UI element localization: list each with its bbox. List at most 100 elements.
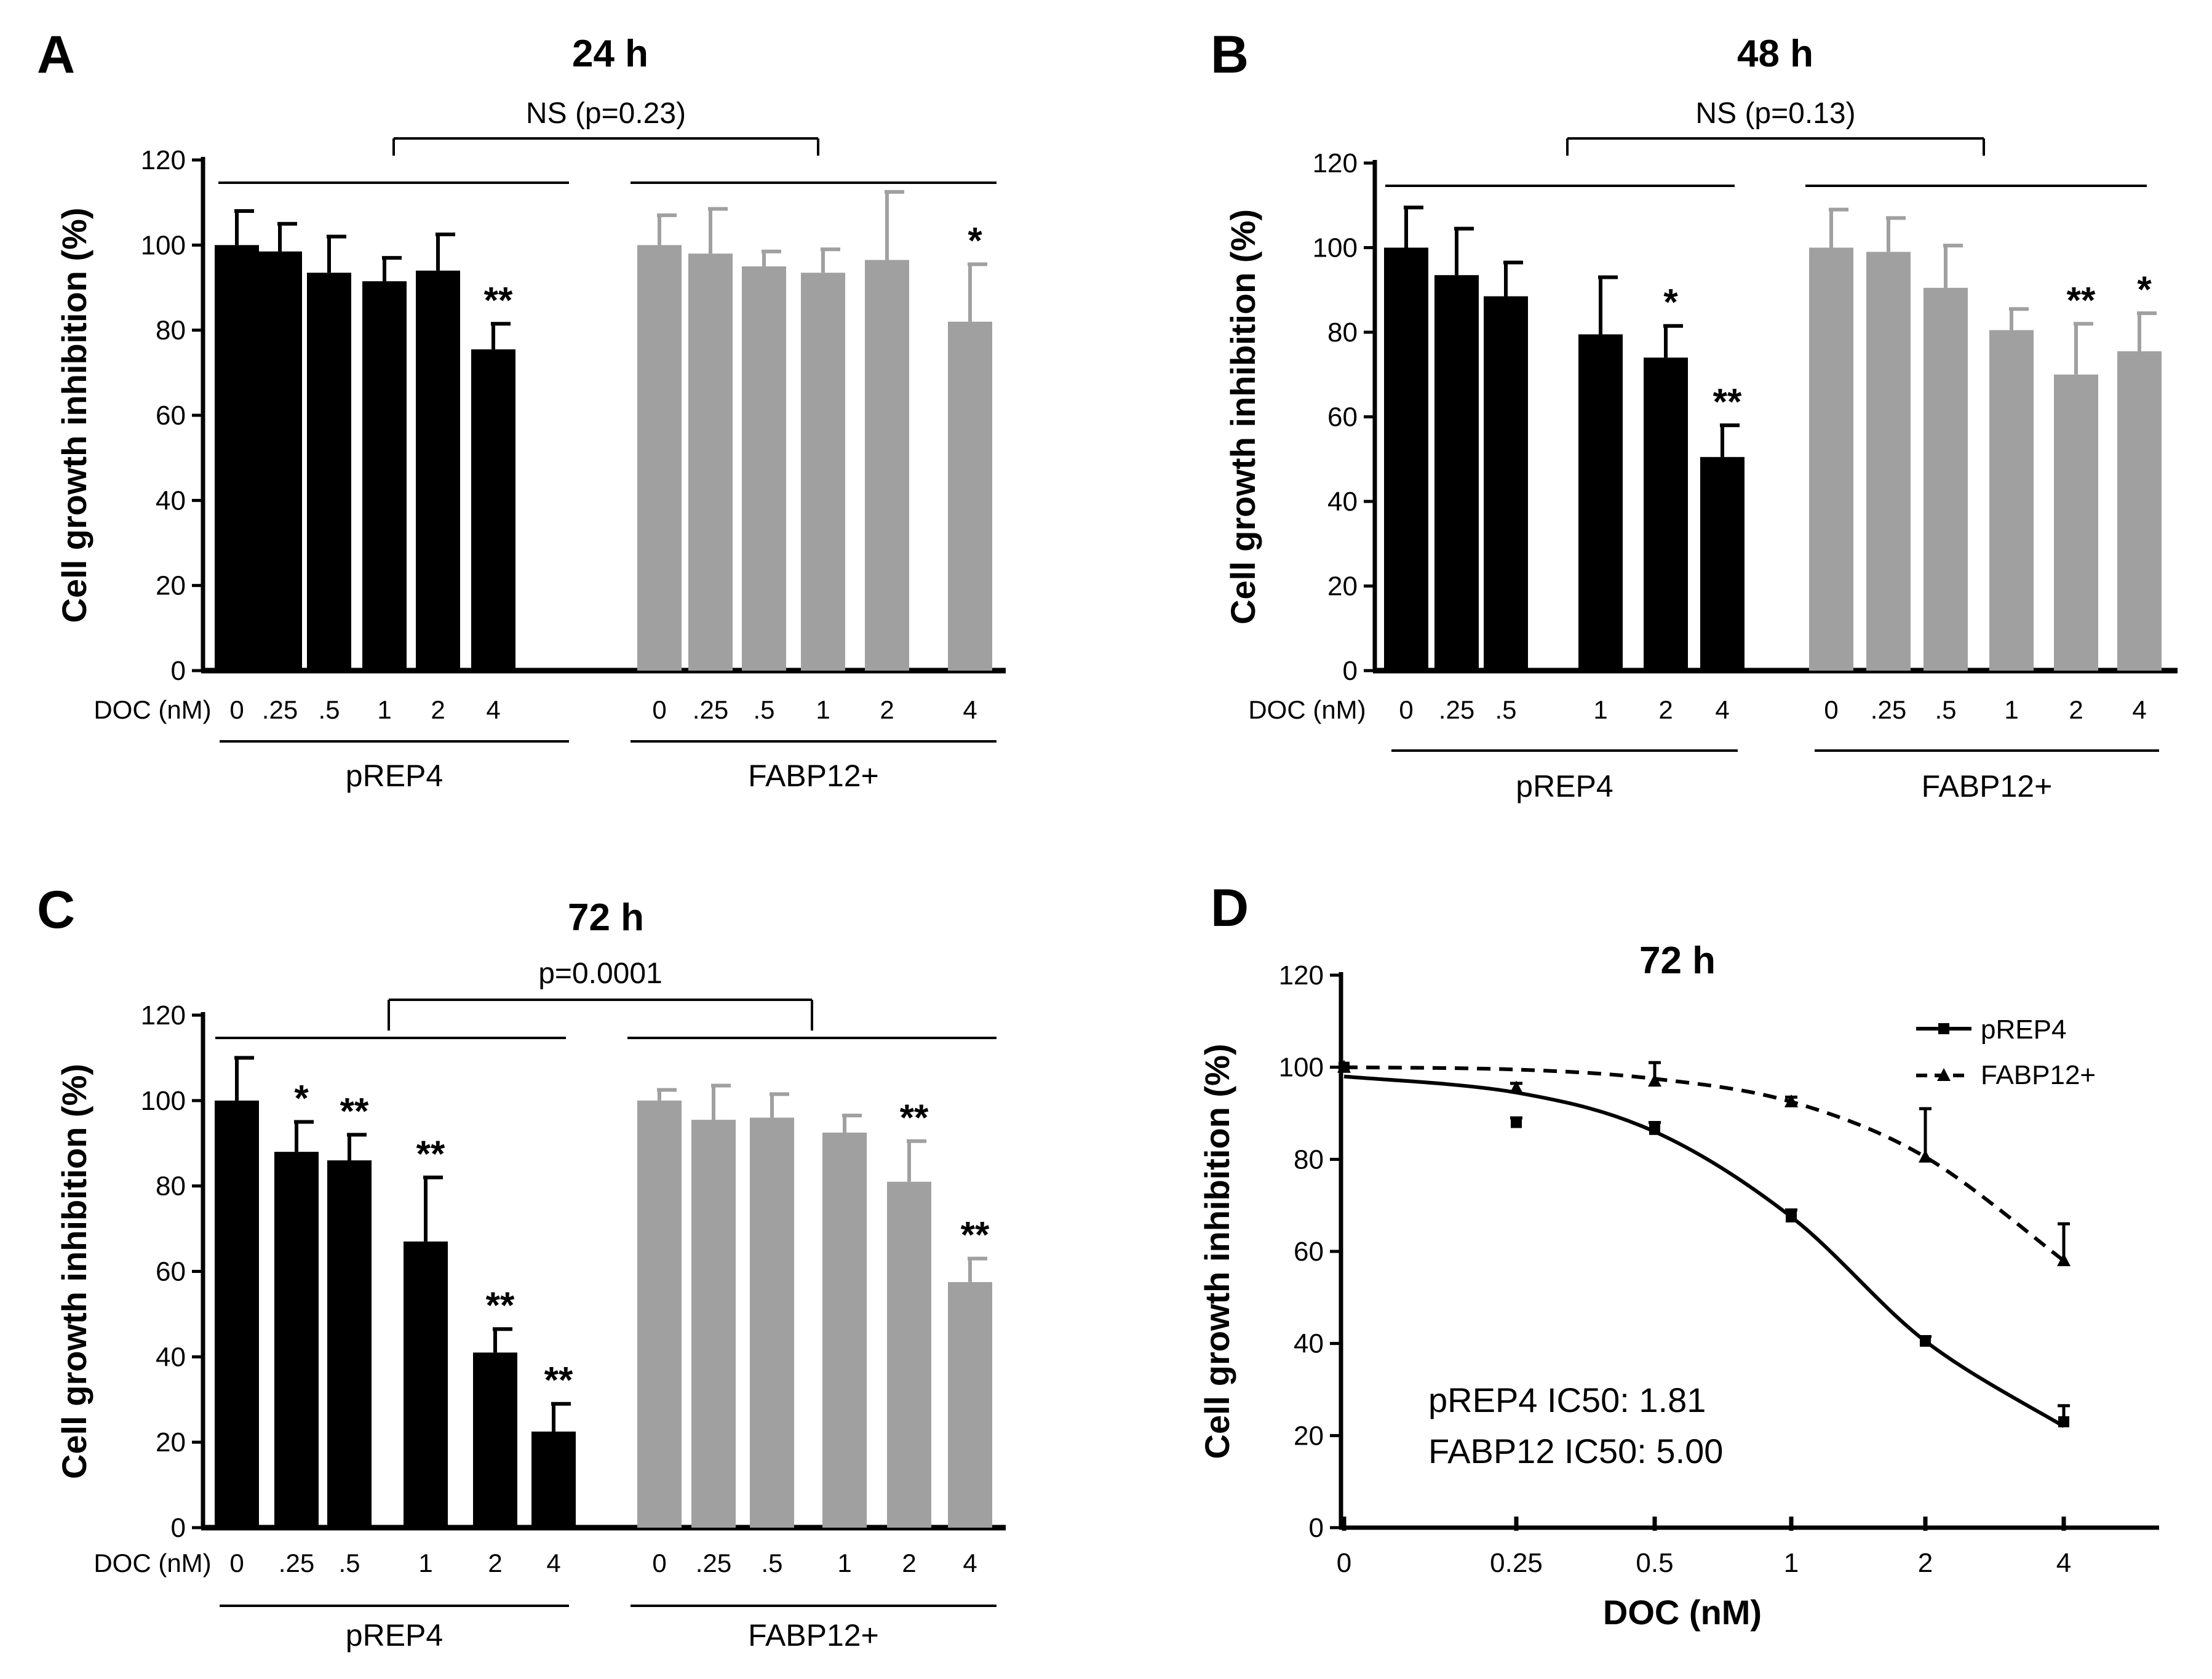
y-tick-label: 20 — [156, 1427, 186, 1458]
point-prep4-5 — [2058, 1416, 2069, 1427]
y-tick-label: 60 — [1327, 402, 1358, 433]
y-tick-label: 60 — [156, 1257, 186, 1287]
x-tick-label: 4 — [2056, 1548, 2071, 1578]
dose-label: DOC (nM) — [1248, 695, 1366, 724]
y-tick-label: 0 — [171, 1513, 186, 1543]
bar-fabp12-5 — [948, 321, 992, 671]
category-label: 2 — [2069, 695, 2083, 724]
panel-letter: C — [37, 880, 75, 939]
category-label: 2 — [902, 1549, 916, 1577]
group-label: FABP12+ — [1922, 769, 2053, 804]
bar-prep4-2 — [1484, 296, 1528, 671]
significance-mark: ** — [484, 279, 513, 321]
x-tick-label: 2 — [1918, 1548, 1933, 1578]
y-axis-label: Cell growth inhibition (%) — [1198, 1043, 1236, 1459]
y-tick-label: 40 — [156, 1342, 186, 1372]
y-tick-label: 60 — [156, 401, 186, 431]
chart-title: 24 h — [572, 33, 648, 75]
category-label: .5 — [753, 695, 774, 724]
y-axis-label: Cell growth inhibition (%) — [55, 207, 93, 623]
category-label: 1 — [2004, 695, 2018, 724]
category-label: .25 — [696, 1549, 731, 1577]
significance-mark: ** — [340, 1090, 369, 1131]
significance-mark: ** — [544, 1360, 573, 1401]
point-prep4-3 — [1786, 1211, 1797, 1222]
x-tick-label: 0 — [1337, 1548, 1351, 1578]
fit-curve-fabp12 — [1343, 1065, 2065, 1262]
legend-marker-fabp12 — [1937, 1068, 1951, 1081]
category-label: 1 — [816, 695, 830, 724]
y-tick-label: 100 — [141, 230, 186, 260]
legend-marker-prep4 — [1938, 1023, 1949, 1034]
comparison-stat: p=0.0001 — [538, 957, 662, 990]
group-label: pREP4 — [1516, 769, 1613, 804]
category-label: 2 — [488, 1549, 502, 1577]
bar-fabp12-0 — [1809, 247, 1853, 671]
y-tick-label: 80 — [156, 316, 186, 346]
dose-label: DOC (nM) — [93, 1549, 211, 1577]
y-tick-label: 120 — [1279, 960, 1324, 991]
point-prep4-4 — [1920, 1335, 1931, 1347]
category-label: 0 — [229, 1549, 244, 1577]
category-label: .5 — [1495, 695, 1516, 724]
x-tick-label: 0.5 — [1636, 1548, 1673, 1578]
bar-prep4-3 — [404, 1241, 448, 1528]
panel-letter: D — [1211, 879, 1249, 938]
bar-prep4-5 — [1700, 457, 1745, 671]
bar-fabp12-4 — [887, 1181, 931, 1528]
group-label: pREP4 — [346, 759, 443, 793]
point-fabp12-2 — [1648, 1074, 1661, 1087]
bar-prep4-1 — [274, 1152, 319, 1528]
bar-prep4-5 — [471, 349, 515, 671]
bar-fabp12-3 — [1989, 330, 2034, 671]
category-label: 4 — [963, 1549, 977, 1577]
category-label: 1 — [1593, 695, 1607, 724]
bar-fabp12-3 — [801, 273, 845, 671]
category-label: 0 — [652, 695, 666, 724]
category-label: 2 — [1658, 695, 1673, 724]
bar-prep4-2 — [327, 1160, 372, 1528]
bar-prep4-1 — [1434, 275, 1479, 671]
y-tick-label: 100 — [1313, 233, 1358, 263]
bar-fabp12-5 — [948, 1282, 992, 1528]
x-tick-label: 0.25 — [1490, 1548, 1543, 1578]
bar-fabp12-1 — [1866, 252, 1911, 671]
category-label: 4 — [1715, 695, 1729, 724]
category-label: 4 — [963, 695, 977, 724]
category-label: .25 — [279, 1549, 314, 1577]
y-tick-label: 120 — [141, 145, 186, 175]
y-tick-label: 0 — [1309, 1513, 1324, 1543]
bar-fabp12-0 — [637, 245, 682, 671]
category-label: .25 — [693, 695, 728, 724]
point-prep4-2 — [1649, 1123, 1660, 1135]
y-tick-label: 40 — [156, 485, 186, 516]
significance-mark: ** — [2067, 279, 2096, 321]
bar-prep4-2 — [307, 273, 351, 671]
bar-fabp12-4 — [865, 260, 909, 671]
chart-title: 72 h — [1639, 939, 1716, 982]
category-label: 4 — [546, 1549, 560, 1577]
panel-letter: A — [37, 25, 75, 84]
panel-letter: B — [1211, 25, 1249, 84]
category-label: 1 — [837, 1549, 851, 1577]
bar-prep4-0 — [1384, 247, 1428, 671]
y-tick-label: 80 — [156, 1171, 186, 1202]
y-tick-label: 120 — [141, 1000, 186, 1031]
fit-curve-prep4 — [1343, 1074, 2065, 1428]
bar-prep4-4 — [473, 1352, 517, 1528]
category-label: 2 — [880, 695, 894, 724]
significance-mark: * — [968, 220, 982, 261]
bar-prep4-4 — [1644, 357, 1688, 671]
point-fabp12-5 — [2057, 1253, 2071, 1266]
bar-prep4-0 — [215, 1100, 259, 1528]
bar-fabp12-2 — [742, 266, 786, 671]
significance-mark: * — [2137, 269, 2152, 310]
category-label: .5 — [1935, 695, 1956, 724]
category-label: .5 — [761, 1549, 782, 1577]
point-prep4-1 — [1511, 1117, 1522, 1128]
significance-mark: ** — [1713, 381, 1742, 422]
y-tick-label: 20 — [1294, 1421, 1324, 1451]
legend-label-fabp12: FABP12+ — [1981, 1060, 2096, 1090]
y-tick-label: 60 — [1294, 1237, 1324, 1267]
category-label: 0 — [1399, 695, 1413, 724]
